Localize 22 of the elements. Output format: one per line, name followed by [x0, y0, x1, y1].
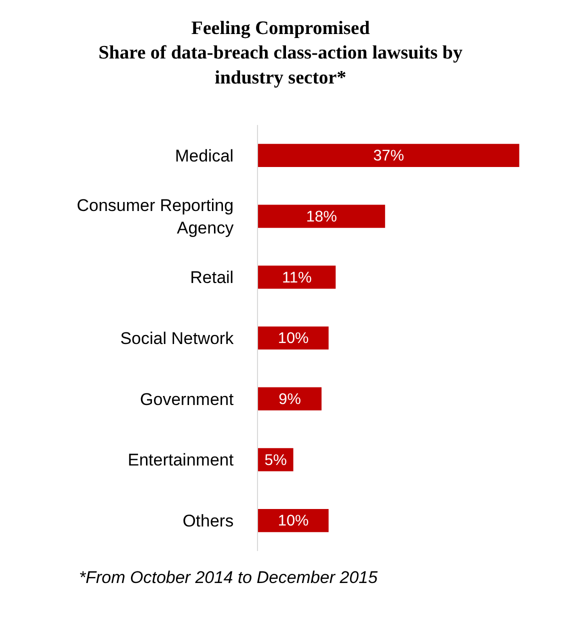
y-tick-label: Others: [182, 512, 234, 531]
data-label: 37%: [373, 148, 404, 165]
y-tick-label: Government: [140, 390, 234, 409]
data-label: 18%: [306, 208, 338, 226]
y-tick-label: Social Network: [120, 328, 234, 348]
data-label: 11%: [282, 269, 312, 286]
y-tick-label: Consumer Reporting Agency: [76, 196, 234, 238]
bar: [258, 326, 329, 350]
chart-title: Feeling Compromised Share of data-breach class-action lawsuits by industry sector*: [98, 18, 463, 88]
bar: [258, 509, 329, 532]
data-label: 5%: [264, 452, 288, 469]
data-label: 10%: [278, 512, 310, 530]
bar: [258, 387, 322, 410]
data-label: 10%: [278, 330, 310, 348]
y-tick-label: Entertainment: [128, 450, 234, 470]
y-tick-label: Medical: [175, 146, 234, 166]
y-tick-label: Retail: [190, 268, 234, 288]
text: *From October 2014 to December 2015: [79, 568, 378, 587]
bar: [258, 266, 336, 289]
data-label: 9%: [278, 390, 302, 408]
bar: [258, 204, 386, 228]
bar: [258, 144, 520, 167]
